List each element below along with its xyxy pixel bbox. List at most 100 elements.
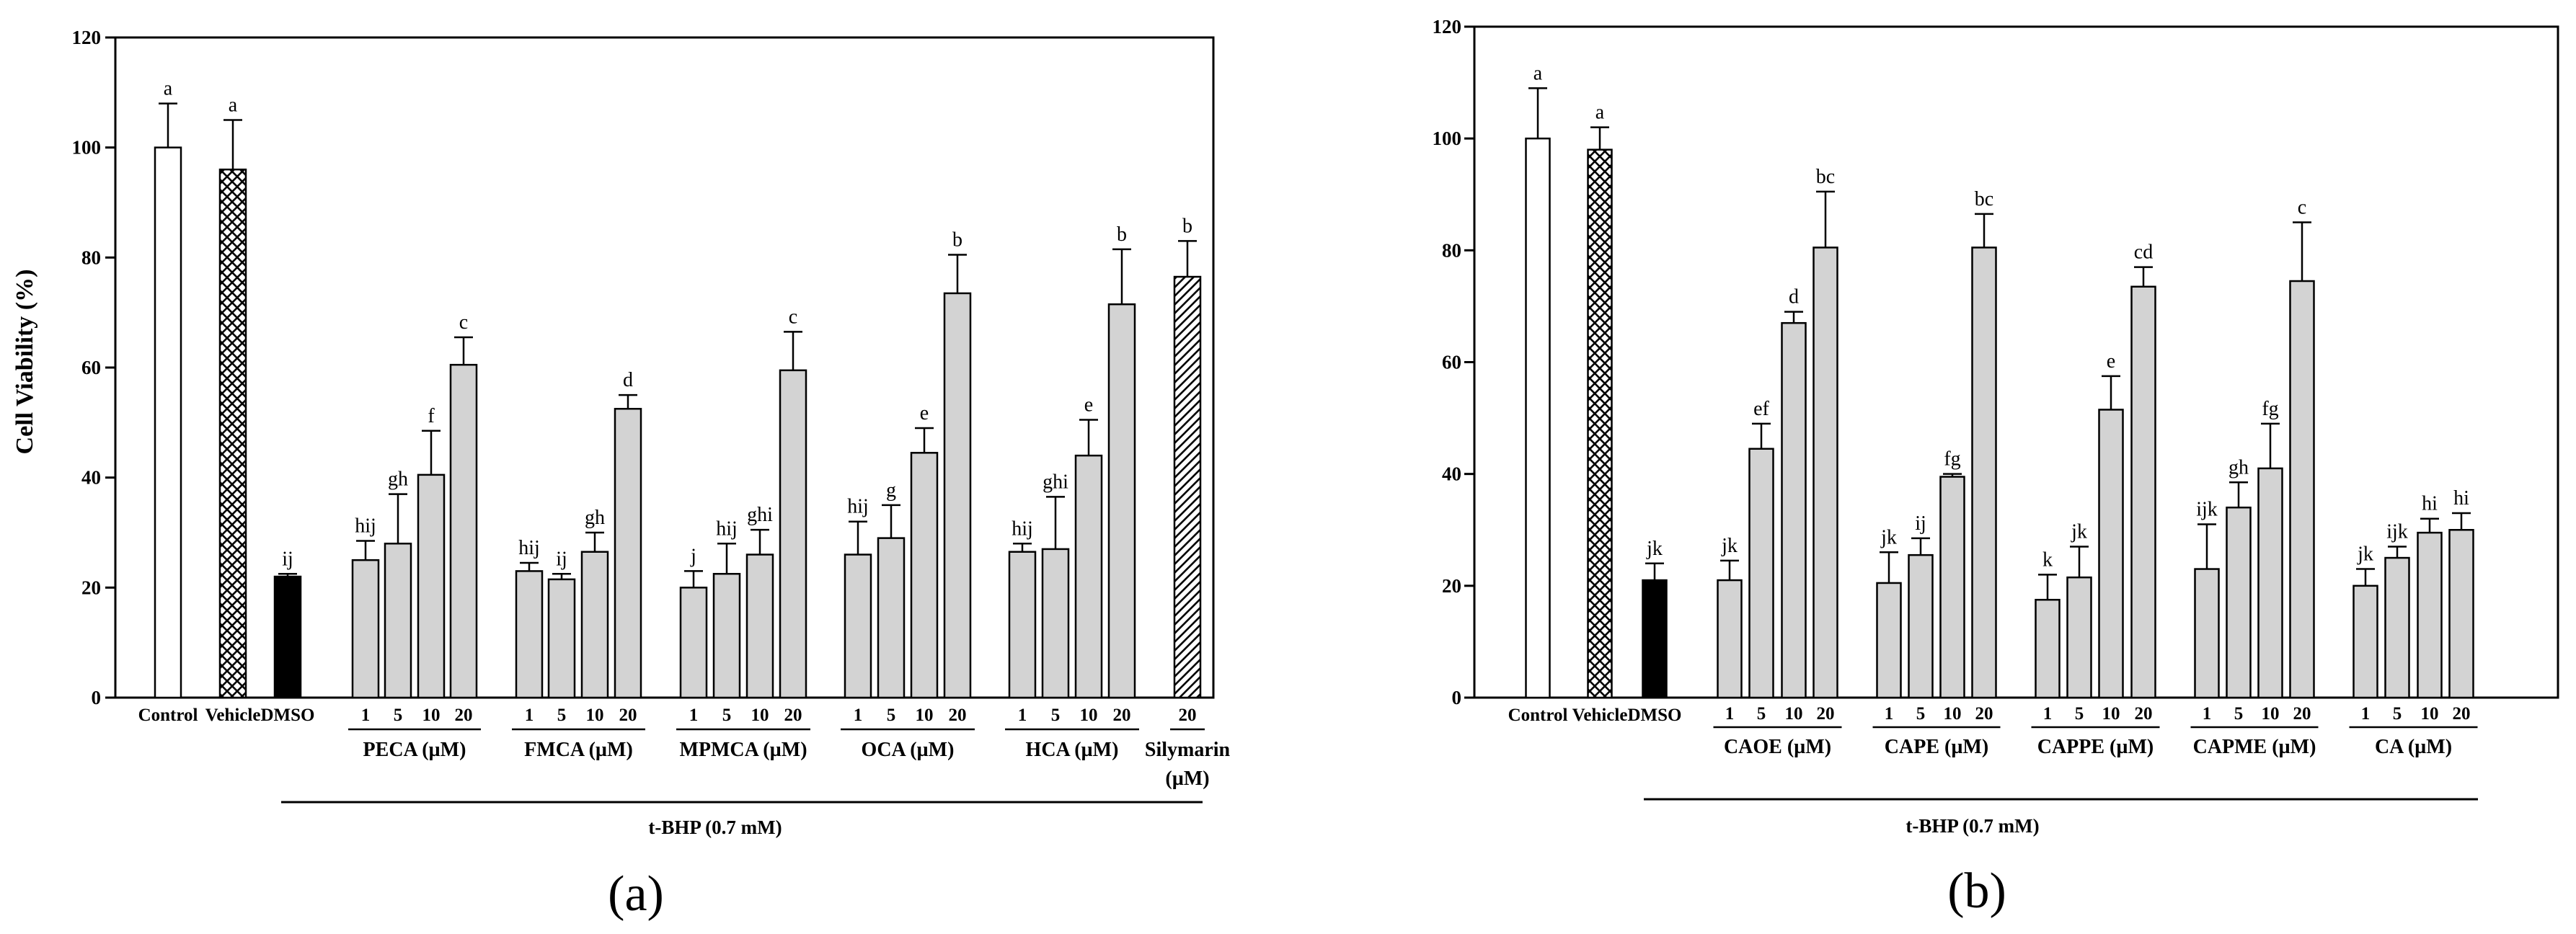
chart-a-sig-letter: c: [459, 311, 468, 334]
chart-b-ytick-label: 60: [1442, 352, 1461, 373]
chart-a-ytick-label: 100: [72, 137, 102, 159]
chart-a-sig-letter: d: [623, 369, 633, 391]
chart-b-bar: [2226, 506, 2252, 699]
chart-a-conc-label: 10: [751, 706, 769, 725]
chart-a-conc-label: 20: [1113, 706, 1131, 725]
chart-b-conc-label: 1: [1885, 704, 1894, 724]
chart-b-conc-label: 20: [1817, 704, 1835, 724]
chart-a-bar: [515, 570, 544, 699]
chart-b-sig-letter: bc: [1816, 166, 1835, 188]
chart-b-axes: 0 20 40 60 80 100 120: [1433, 16, 2559, 708]
chart-a-conc-label: 5: [394, 706, 403, 725]
chart-a-conc-label: 5: [1051, 706, 1061, 725]
chart-b-ytick-label: 20: [1442, 575, 1461, 597]
chart-b-bar: [1908, 553, 1934, 699]
chart-b-conc-label: 10: [2262, 704, 2280, 724]
chart-a-conc-label: 10: [916, 706, 934, 725]
chart-a-bar: [1107, 303, 1136, 699]
chart-b-group-label: CAPE (µM): [1885, 736, 1988, 758]
chart-b-sig-letter: jk: [1721, 535, 1738, 557]
chart-a-bar: [1173, 275, 1202, 699]
chart-a-group-label: MPMCA (µM): [679, 739, 807, 761]
chart-a-bar: [547, 578, 576, 699]
chart-b-sig-letter: c: [2298, 197, 2306, 219]
chart-b-sig-letter: gh: [2228, 456, 2249, 479]
chart-b-bar: [1876, 582, 1902, 699]
chart-a-conc-label: 20: [1179, 706, 1197, 725]
chart-b-ytick-label: 0: [1452, 687, 1462, 708]
chart-b-conc-label: 20: [2293, 704, 2311, 724]
chart-a-bar: [351, 559, 380, 699]
chart-a-bar: [779, 369, 807, 699]
chart-b-sig-letter: ij: [1915, 512, 1926, 535]
chart-a-bar: [943, 292, 972, 699]
chart-a-ytick-label: 20: [81, 577, 101, 598]
chart-b-bar: [2194, 568, 2220, 699]
chart-a-bars: aaijhij1gh5f10c20hij1ij5gh10d20j1hij5ghi…: [138, 78, 1231, 790]
chart-b-conc-label: 5: [1916, 704, 1926, 724]
chart-b-sig-letter: fg: [1944, 448, 1960, 471]
chart-b-group-label: CA (µM): [2375, 736, 2452, 758]
chart-b-sig-letter: ef: [1753, 398, 1769, 420]
chart-a-group-label: (µM): [1165, 768, 1209, 790]
chart-b-label-vehicle: Vehicle: [1572, 706, 1628, 725]
chart-b-ytick-label: 40: [1442, 463, 1461, 485]
chart-b-conc-label: 20: [2135, 704, 2153, 724]
chart-a-sig-letter: g: [886, 479, 896, 502]
chart-a-bar: [679, 587, 708, 699]
chart-a-bar: [712, 573, 741, 699]
chart-b-group-label: CAPME (µM): [2193, 736, 2316, 758]
chart-b-bar: [2130, 285, 2156, 699]
chart-b-sig-letter: cd: [2134, 241, 2153, 264]
chart-b-conc-label: 1: [1725, 704, 1735, 724]
chart-a-treatment-label: t-BHP (0.7 mM): [648, 817, 782, 838]
chart-b-conc-label: 10: [1944, 704, 1962, 724]
chart-b-treatment-label: t-BHP (0.7 mM): [1906, 815, 2039, 837]
chart-b-ytick-label: 100: [1433, 128, 1462, 149]
chart-b-conc-label: 1: [2043, 704, 2053, 724]
chart-b-bar: [2066, 576, 2092, 699]
chart-b-conc-label: 1: [2361, 704, 2371, 724]
chart-a-sig-letter: e: [1084, 394, 1093, 417]
chart-b-sig-letter: jk: [1880, 526, 1897, 548]
chart-a-sig-letter: c: [789, 306, 797, 328]
chart-a-sig-letter: ij: [282, 548, 293, 570]
chart-a-sig-letter: a: [229, 94, 238, 117]
chart-a-sig-letter: ghi: [747, 504, 773, 526]
chart-a-bar: [1008, 551, 1037, 699]
chart-a-conc-label: 1: [689, 706, 699, 725]
chart-a-sig-letter: b: [1117, 223, 1127, 246]
chart-a-sig-letter: hij: [355, 515, 376, 537]
chart-b-bar: [1642, 579, 1668, 699]
chart-a-sig-letter: ghi: [1043, 471, 1068, 493]
chart-a-bar: [910, 452, 939, 699]
chart-a-bar: [417, 473, 446, 699]
chart-b-sig-letter: bc: [1975, 188, 1993, 210]
chart-a-bar: [614, 408, 642, 699]
chart-a-conc-label: 1: [854, 706, 863, 725]
chart-a-conc-label: 10: [422, 706, 441, 725]
chart-b-conc-label: 5: [1757, 704, 1766, 724]
chart-a-conc-label: 5: [557, 706, 567, 725]
chart-b-sig-letter: hi: [2422, 493, 2438, 515]
chart-b-bars: a a jk jk 1 ef 5 d 10 bc 20 jk 1 ij 5 fg 10 bc 20 k 1 jk 5 e 10 c…: [1508, 62, 2478, 758]
chart-b-sig-letter: k: [2042, 548, 2053, 571]
chart-a-axes: 0 20 40 60 80 100 120: [72, 27, 1215, 708]
chart-b-conc-label: 20: [2453, 704, 2471, 724]
chart-a-ytick-label: 0: [92, 687, 102, 708]
chart-a-bar: [1074, 454, 1103, 699]
chart-a-label-control: Control: [138, 706, 198, 725]
chart-a-label-dmso: DMSO: [261, 706, 315, 725]
chart-b-group-label: CAPPE (µM): [2037, 736, 2154, 758]
chart-a-label-vehicle: Vehicle: [205, 706, 261, 725]
chart-b-ytick-label: 120: [1433, 16, 1462, 37]
chart-a-conc-label: 20: [619, 706, 637, 725]
chart-a-group-label: Silymarin: [1145, 739, 1231, 761]
chart-b-bar: [1717, 579, 1743, 699]
chart-b-sig-letter: e: [2107, 350, 2115, 373]
chart-b-conc-label: 5: [2075, 704, 2084, 724]
chart-b-conc-label: 5: [2234, 704, 2244, 724]
chart-a-ytick-label: 120: [72, 27, 102, 48]
chart-b-label-control: Control: [1508, 706, 1568, 725]
